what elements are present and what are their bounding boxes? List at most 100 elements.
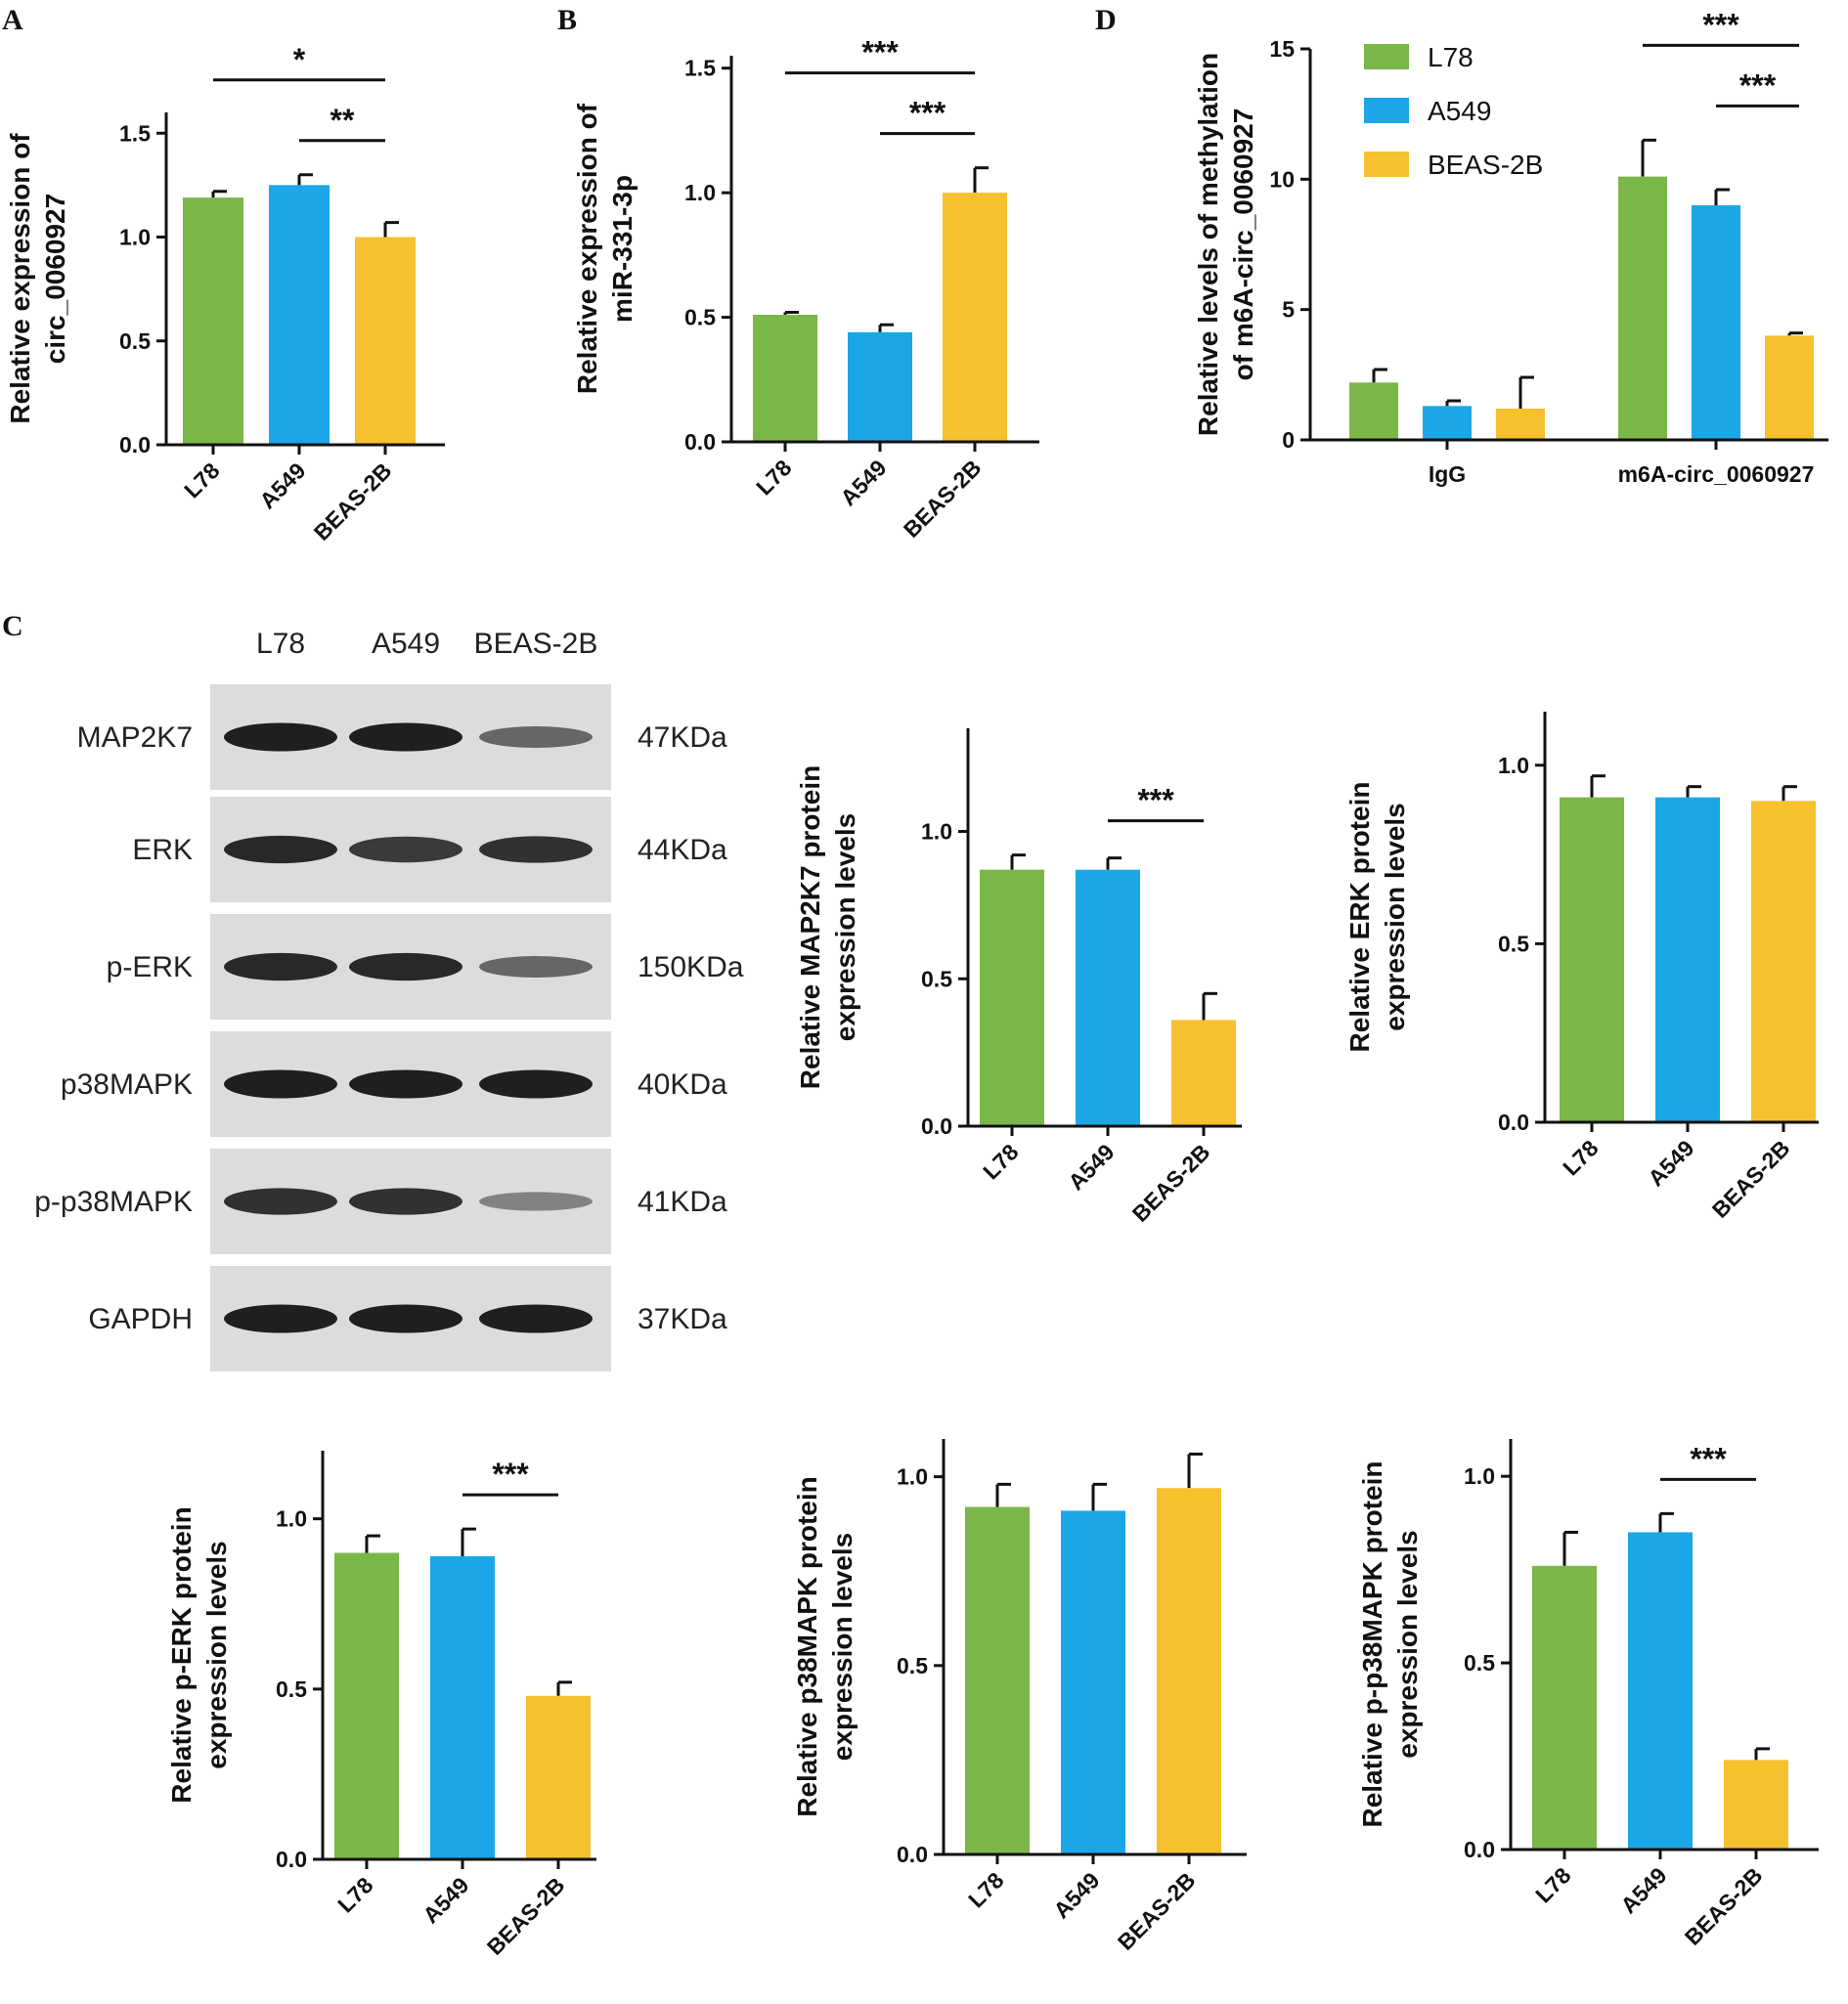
bar	[1618, 176, 1667, 440]
bar	[1423, 406, 1472, 440]
blot-band	[349, 1069, 462, 1099]
y-axis-label: Relative expression of	[572, 103, 602, 394]
y-tick-label: 1.5	[684, 56, 716, 81]
legend-label: L78	[1428, 42, 1474, 72]
y-tick-label: 10	[1269, 166, 1295, 192]
bar	[848, 331, 912, 442]
y-tick-label: 0.5	[921, 966, 952, 991]
y-tick-label: 5	[1282, 297, 1295, 323]
bar	[1560, 797, 1624, 1122]
bar	[1655, 797, 1720, 1122]
bar	[355, 237, 416, 445]
blot-band	[349, 952, 462, 981]
y-tick-label: 1.0	[921, 819, 952, 845]
x-tick-label: BEAS-2B	[482, 1872, 570, 1960]
x-tick-label: L78	[978, 1139, 1024, 1185]
x-tick-label: m6A-circ_0060927	[1618, 461, 1815, 487]
panel-label-c: C	[2, 610, 23, 642]
blot-kda-label: 47KDa	[638, 721, 727, 754]
blot-band	[479, 726, 593, 748]
panel-label-b: B	[557, 4, 577, 36]
blot-band	[349, 722, 462, 752]
y-tick-label: 15	[1269, 36, 1295, 62]
significance-label: *	[293, 42, 306, 77]
blot-protein-label: ERK	[132, 834, 193, 866]
blot-band	[479, 1192, 593, 1211]
y-tick-label: 1.5	[119, 120, 151, 146]
x-tick-label: IgG	[1429, 461, 1466, 487]
significance-label: ***	[492, 1457, 529, 1492]
y-axis-label: Relative p-p38MAPK protein	[1357, 1461, 1387, 1828]
significance-label: ***	[1739, 67, 1777, 103]
legend-label: BEAS-2B	[1428, 150, 1543, 180]
bar	[1076, 869, 1140, 1126]
y-tick-label: 1.0	[1464, 1463, 1495, 1489]
bar	[526, 1695, 591, 1859]
bar	[334, 1552, 399, 1859]
bar	[1724, 1760, 1788, 1850]
y-axis-label: Relative MAP2K7 protein	[795, 765, 825, 1089]
blot-band	[479, 836, 593, 863]
bar	[980, 869, 1044, 1126]
chart-C-ERK: 0.0 0.5 1.0 L78 A549 BEAS-2B Relative ERK prot…	[1344, 712, 1819, 1223]
bar	[1532, 1565, 1597, 1850]
blot-kda-label: 37KDa	[638, 1303, 727, 1335]
y-tick-label: 1.0	[276, 1506, 307, 1532]
legend-swatch	[1364, 98, 1409, 123]
y-axis-label: of m6A-circ_0060927	[1228, 109, 1258, 381]
y-axis-label: Relative ERK protein	[1344, 782, 1375, 1053]
x-tick-label: L78	[179, 457, 225, 503]
y-axis-label: expression levels	[827, 1533, 858, 1761]
y-tick-label: 1.0	[897, 1464, 928, 1490]
panel-label-a: A	[2, 4, 23, 36]
y-axis-label: Relative p-ERK protein	[166, 1506, 197, 1803]
blot-band	[349, 1188, 462, 1215]
chart-D: 0 5 10 15 IgG m6A-circ_0060927 Relative levels…	[1193, 7, 1828, 487]
blot-kda-label: 150KDa	[638, 951, 744, 983]
x-tick-label: A549	[1048, 1867, 1104, 1923]
bar	[1692, 205, 1740, 440]
y-tick-label: 0.5	[1464, 1650, 1495, 1676]
bar	[753, 315, 817, 442]
blot-band	[224, 1069, 337, 1099]
y-tick-label: 0.0	[1498, 1110, 1529, 1135]
panel-label-d: D	[1095, 4, 1117, 36]
x-tick-label: L78	[751, 455, 797, 501]
significance-label: **	[330, 103, 355, 138]
bar	[1061, 1510, 1125, 1854]
chart-C-pERK: 0.0 0.5 1.0 L78 A549 BEAS-2B Relative p-ERK pr…	[166, 1451, 596, 1960]
blot-band	[224, 1188, 337, 1215]
y-tick-label: 0.0	[119, 432, 151, 457]
significance-label: ***	[1702, 7, 1739, 42]
y-tick-label: 1.0	[684, 180, 716, 205]
x-tick-label: BEAS-2B	[1113, 1867, 1201, 1955]
x-tick-label: L78	[1530, 1862, 1576, 1908]
chart-C-pp38MAPK: 0.0 0.5 1.0 L78 A549 BEAS-2B Relative p-p38MAP…	[1357, 1439, 1819, 1950]
y-tick-label: 0	[1282, 427, 1295, 453]
y-axis-label: expression levels	[1392, 1530, 1423, 1758]
bar	[1628, 1532, 1693, 1850]
bar	[943, 193, 1007, 442]
bar	[1751, 801, 1816, 1122]
y-tick-label: 0.5	[276, 1677, 307, 1702]
bar	[269, 185, 330, 445]
blot-band	[479, 1069, 593, 1099]
blot-band	[224, 835, 337, 864]
x-tick-label: A549	[418, 1872, 473, 1928]
y-tick-label: 0.0	[921, 1113, 952, 1139]
y-tick-label: 0.0	[684, 429, 716, 455]
chart-C-p38MAPK: 0.0 0.5 1.0 L78 A549 BEAS-2B Relative p38MAPK …	[792, 1439, 1247, 1955]
chart-C-MAP2K7: 0.0 0.5 1.0 L78 A549 BEAS-2B Relative MAP2K7 p…	[795, 728, 1242, 1227]
y-tick-label: 1.0	[1498, 753, 1529, 778]
y-tick-label: 0.5	[684, 305, 716, 330]
blot-band	[479, 1304, 593, 1333]
blot-lane-label: BEAS-2B	[474, 628, 598, 660]
y-axis-label: miR-331-3p	[607, 175, 638, 323]
blot-kda-label: 41KDa	[638, 1186, 727, 1218]
y-tick-label: 0.5	[897, 1653, 928, 1678]
blot-band	[349, 836, 462, 863]
blot-protein-label: GAPDH	[88, 1303, 193, 1335]
blot-protein-label: MAP2K7	[77, 721, 193, 754]
y-tick-label: 1.0	[119, 225, 151, 250]
